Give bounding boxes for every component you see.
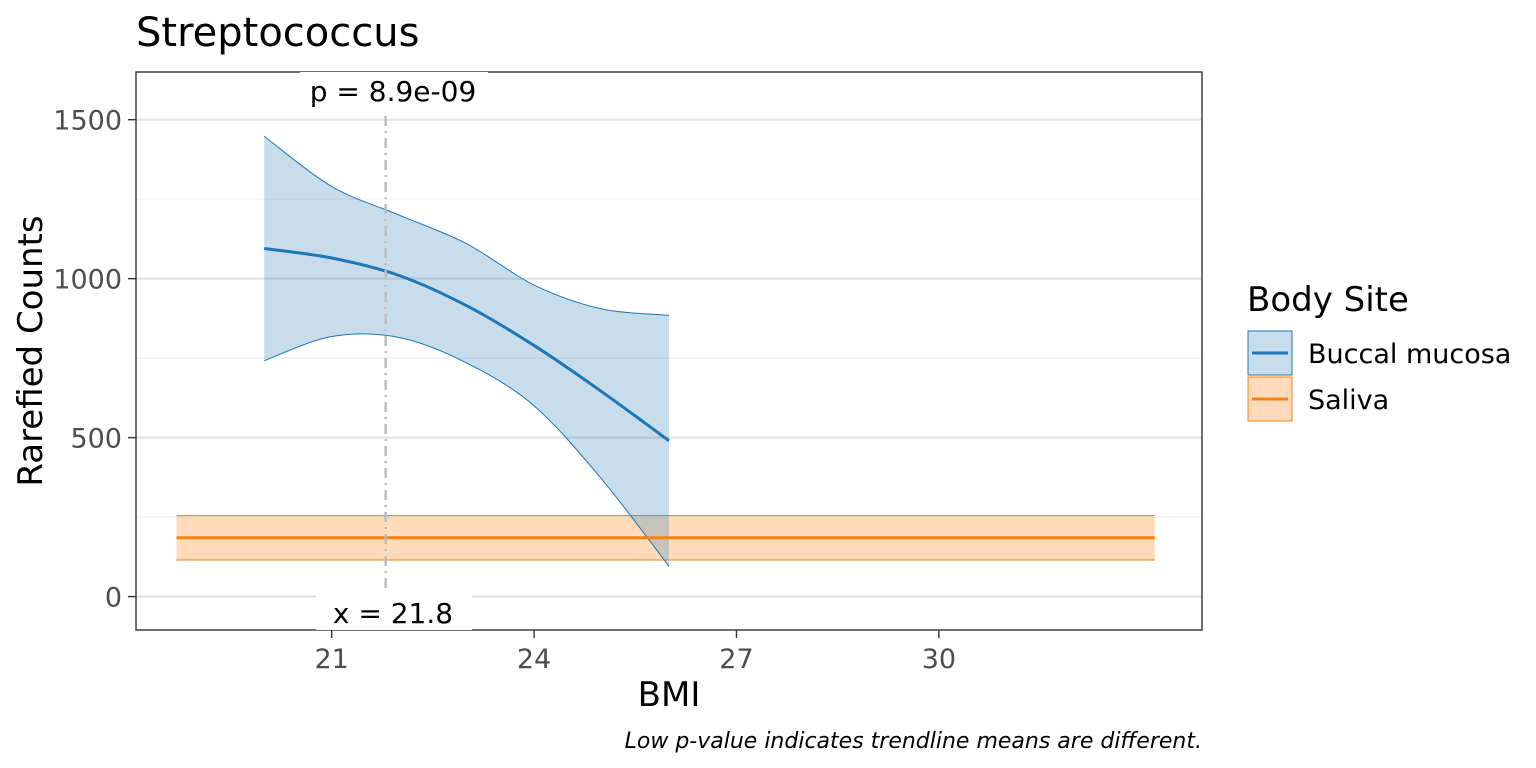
x-tick-label: 30 <box>922 644 956 675</box>
p-value-label: p = 8.9e-09 <box>310 75 477 108</box>
y-tick-label: 500 <box>70 424 122 455</box>
y-tick-label: 1500 <box>53 106 122 137</box>
y-axis-title: Rarefied Counts <box>11 215 51 486</box>
ci-lower-edge <box>264 333 670 567</box>
x-tick-label: 24 <box>517 644 551 675</box>
gridlines <box>136 118 1202 598</box>
y-tick-label: 1000 <box>53 265 122 296</box>
p-label-background <box>300 72 488 112</box>
legend: Body Site Buccal mucosa Saliva <box>1247 280 1511 422</box>
ci-band-buccal-mucosa <box>264 136 669 567</box>
x-tick-label: 21 <box>314 644 348 675</box>
ci-upper-edge <box>263 135 670 316</box>
chart-title: Streptococcus <box>136 10 419 56</box>
x-label-background <box>316 592 472 630</box>
y-tick-label: 0 <box>105 583 122 614</box>
legend-keys: Buccal mucosa Saliva <box>1247 330 1511 422</box>
trend-line-buccal-mucosa <box>263 246 670 443</box>
axes: 21 24 27 30 0 500 1000 1500 <box>53 106 956 675</box>
trend-lines <box>176 246 1155 540</box>
panel-border <box>135 71 1203 631</box>
legend-label: Saliva <box>1308 385 1389 416</box>
chart-caption: Low p-value indicates trendline means ar… <box>625 729 1202 754</box>
x-tick-label: 27 <box>719 644 753 675</box>
vline-x-label: x = 21.8 <box>333 597 453 630</box>
legend-title: Body Site <box>1247 280 1409 320</box>
x-axis-title: BMI <box>638 675 701 715</box>
legend-label: Buccal mucosa <box>1308 339 1511 370</box>
